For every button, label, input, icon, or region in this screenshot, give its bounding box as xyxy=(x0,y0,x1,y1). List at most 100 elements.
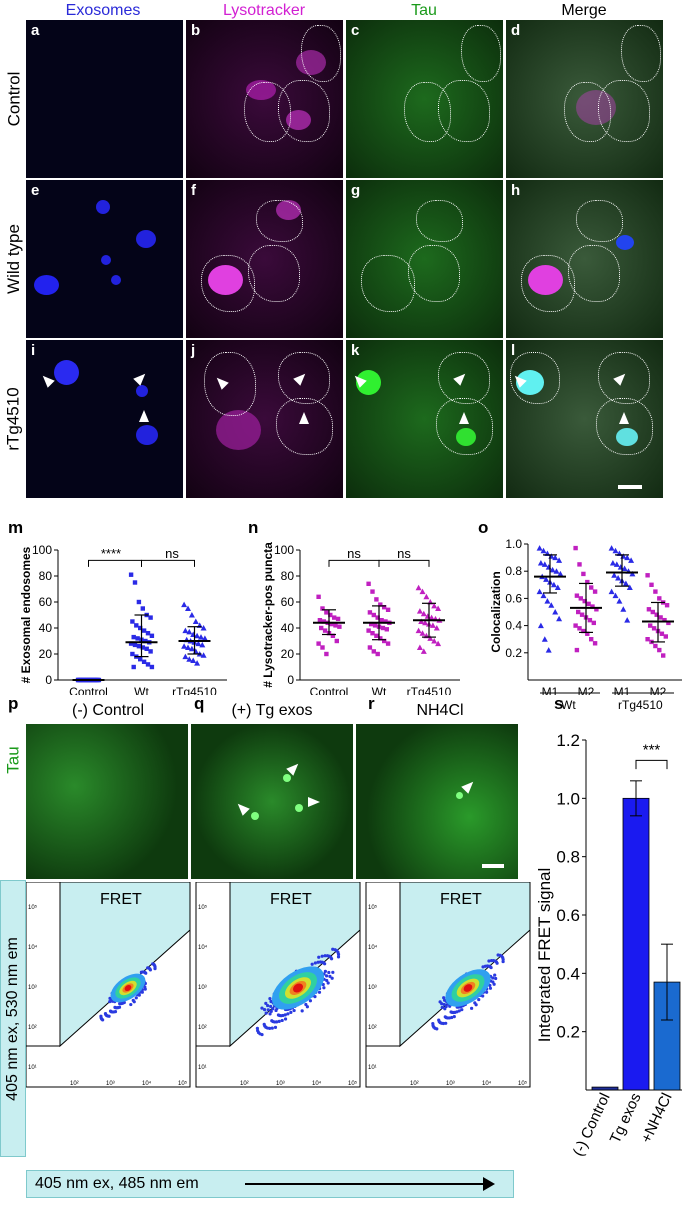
data-point xyxy=(320,606,325,611)
facs-event xyxy=(485,990,489,994)
significance-label: ns xyxy=(165,546,179,561)
facs-event xyxy=(316,960,320,964)
data-point xyxy=(128,641,134,646)
facs-x-tick: 10² xyxy=(240,1081,249,1087)
y-tick-label: 20 xyxy=(281,647,295,661)
x-tick-label: Wt xyxy=(372,685,387,695)
data-point xyxy=(573,623,578,628)
data-point xyxy=(370,589,375,594)
data-point xyxy=(140,606,145,611)
facs-event xyxy=(442,998,447,1002)
facs-event xyxy=(264,1001,268,1005)
header-exosomes: Exosomes xyxy=(65,2,141,19)
data-point xyxy=(422,619,429,626)
significance-bracket xyxy=(328,559,380,567)
data-point xyxy=(321,619,326,624)
data-point xyxy=(371,649,376,654)
facs-event xyxy=(494,976,498,981)
data-point xyxy=(541,561,548,567)
data-point xyxy=(427,635,434,641)
data-point xyxy=(136,644,142,649)
facs-event xyxy=(305,1005,309,1009)
panel-a: a xyxy=(26,20,183,178)
facs-event xyxy=(323,969,327,973)
x-tick-label: rTg4510 xyxy=(172,685,217,695)
data-point xyxy=(418,618,425,624)
data-point xyxy=(554,584,561,591)
data-point xyxy=(337,624,342,629)
data-point xyxy=(200,625,207,631)
y-tick-label: 20 xyxy=(39,647,53,661)
data-point xyxy=(181,601,188,608)
data-point xyxy=(659,631,665,636)
data-point xyxy=(375,651,380,657)
facs-event xyxy=(322,986,326,990)
data-point xyxy=(378,602,383,607)
data-point xyxy=(382,638,387,644)
facs-event xyxy=(325,954,330,958)
chart-lysotracker-puncta: 0 20 40 60 80 100# Lysotracker-pos puncta Cont… xyxy=(261,542,460,695)
header-lysotracker: Lysotracker xyxy=(222,2,306,19)
data-point xyxy=(581,628,586,634)
facs-y-tick: 10⁴ xyxy=(198,944,208,951)
data-point xyxy=(585,631,590,636)
facs-event xyxy=(336,955,341,959)
facs-event xyxy=(134,996,138,1000)
data-point xyxy=(611,572,618,578)
data-point xyxy=(138,625,143,631)
data-point xyxy=(374,597,379,602)
facs-y-tick: 10⁵ xyxy=(368,904,378,911)
facs-event xyxy=(320,954,324,958)
facs-event xyxy=(264,1011,268,1015)
fret-gate xyxy=(59,882,191,1048)
row-label-rtg4510: rTg4510 xyxy=(4,387,24,451)
y-tick-label: 0.2 xyxy=(556,1023,580,1042)
facs-event xyxy=(280,1018,284,1023)
data-point xyxy=(581,571,586,577)
y-tick-label: 100 xyxy=(32,543,52,557)
facs-event xyxy=(443,1007,447,1011)
data-point xyxy=(141,628,147,633)
x-tick-label: rTg4510 xyxy=(407,685,452,695)
data-point xyxy=(540,547,547,554)
x-tick-label: M2 xyxy=(578,685,595,695)
data-point xyxy=(138,657,143,662)
data-point xyxy=(369,621,374,627)
facs-y-tick: 10⁴ xyxy=(28,944,38,951)
data-point xyxy=(586,601,591,607)
data-point xyxy=(334,638,339,644)
data-point xyxy=(182,627,189,634)
y-tick-label: 0 xyxy=(45,673,52,687)
y-tick-label: 60 xyxy=(281,595,295,609)
facs-y-tick: 10¹ xyxy=(198,1065,207,1071)
facs-event xyxy=(137,993,141,997)
data-point xyxy=(651,626,657,631)
facs-event xyxy=(308,999,313,1003)
x-tick-label: Wt xyxy=(134,685,149,695)
data-point xyxy=(143,638,148,644)
data-point xyxy=(620,606,627,612)
data-point xyxy=(550,581,557,588)
facs-event xyxy=(269,999,273,1004)
facs-event xyxy=(457,1009,461,1013)
image-q-tg-exos xyxy=(191,724,353,879)
facs-event xyxy=(289,1010,293,1014)
title-tg-exos: (+) Tg exos xyxy=(231,702,313,719)
facs-event xyxy=(113,1010,118,1014)
facs-x-tick: 10⁵ xyxy=(518,1080,528,1087)
data-point xyxy=(136,599,142,605)
y-tick-label: 0.6 xyxy=(505,591,522,605)
facs-event xyxy=(318,960,323,964)
facs-event xyxy=(444,1021,448,1025)
facs-event xyxy=(450,1015,454,1020)
facs-event xyxy=(283,1017,288,1021)
chart-integrated-fret: 0.2 0.4 0.6 0.8 1.0 1.2 Integrated FRET signal… xyxy=(536,731,682,1159)
fret-gate xyxy=(229,882,361,1048)
panel-i: i xyxy=(26,340,183,498)
data-point xyxy=(591,620,596,626)
data-point xyxy=(577,562,582,567)
facs-y-tick: 10² xyxy=(28,1025,37,1031)
facs-event xyxy=(331,947,335,951)
data-point xyxy=(379,618,384,623)
facs-event xyxy=(313,961,317,965)
